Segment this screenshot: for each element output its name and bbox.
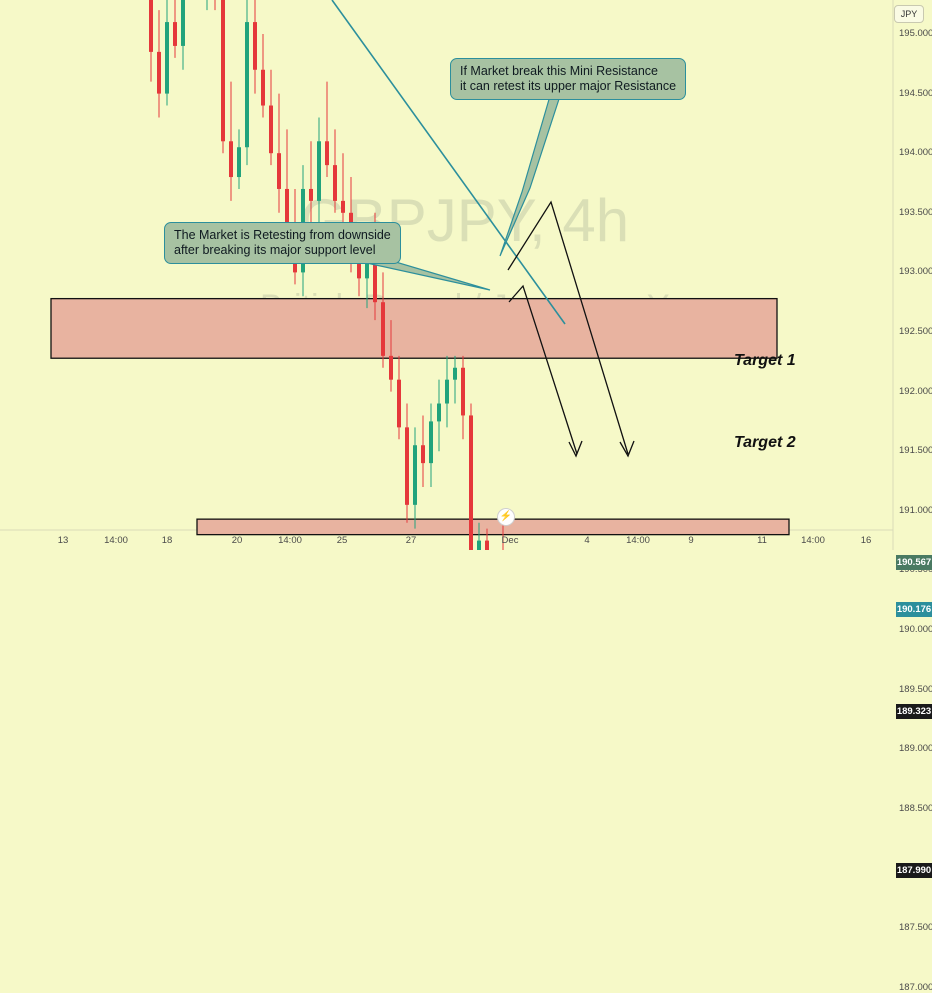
arrowhead-direct xyxy=(568,440,583,458)
candle-bear xyxy=(229,141,233,178)
y-tick-label: 194.500 xyxy=(899,87,932,99)
candle-bear xyxy=(285,188,289,225)
currency-button[interactable]: JPY xyxy=(894,5,924,23)
zone-mini-resistance xyxy=(196,518,790,536)
projection-path-retest xyxy=(507,200,629,455)
y-tick-label: 190.000 xyxy=(899,624,932,635)
candle-bear xyxy=(421,445,425,464)
y-tick-label: 193.500 xyxy=(899,206,932,218)
candle-bull xyxy=(437,403,441,422)
y-tick-label: 187.000 xyxy=(899,981,932,993)
chart-canvas xyxy=(0,0,894,550)
candle-bear xyxy=(277,153,281,189)
callout-left-line-2: after breaking its major support level xyxy=(174,243,376,257)
y-tick-label: 189.000 xyxy=(899,743,932,755)
x-tick-label: 14:00 xyxy=(801,535,825,546)
y-tick-label: 193.000 xyxy=(899,266,932,278)
candle-bear xyxy=(261,69,265,106)
callout-top-line-1: If Market break this Mini Resistance xyxy=(460,64,658,78)
candle-bear xyxy=(469,415,473,550)
callout-left-line-1: The Market is Retesting from downside xyxy=(174,228,391,242)
candle-bear xyxy=(173,22,177,46)
arrowhead-retest xyxy=(619,440,635,458)
y-tick-label: 189.500 xyxy=(899,683,932,695)
target-2-label: Target 2 xyxy=(734,434,796,451)
x-tick-label: 27 xyxy=(405,535,417,546)
candle-bull xyxy=(165,22,169,94)
candle-bear xyxy=(157,51,161,94)
callout-retesting: The Market is Retesting from downside af… xyxy=(164,222,401,264)
callout-top-line-2: it can retest its upper major Resistance xyxy=(460,79,677,93)
candle-bull xyxy=(245,22,249,148)
callout-mini-resistance: If Market break this Mini Resistance it … xyxy=(450,58,687,100)
y-tick-label: 192.500 xyxy=(899,326,932,337)
price-tag: 187.990 xyxy=(896,862,932,878)
candles-layer xyxy=(149,0,504,550)
y-tick-label: 191.500 xyxy=(899,445,932,457)
candle-bear xyxy=(221,0,225,142)
y-tick-label: 192.000 xyxy=(899,385,932,397)
projection-path-direct xyxy=(508,284,578,455)
x-tick-label: 13 xyxy=(57,535,69,546)
x-tick-label: 9 xyxy=(688,535,694,546)
x-tick-label: 18 xyxy=(161,535,173,546)
candle-bear xyxy=(397,379,401,428)
price-tag: 190.567 xyxy=(896,555,932,571)
x-tick-label: Dec xyxy=(501,535,519,546)
y-tick-label: 188.500 xyxy=(899,802,932,814)
zone-major-resistance xyxy=(50,297,778,359)
candle-bull xyxy=(181,0,185,46)
candle-bull xyxy=(317,141,321,201)
candle-bull xyxy=(429,421,433,464)
price-tag: 189.323 xyxy=(896,703,932,719)
trendline xyxy=(331,0,566,325)
x-tick-label: 25 xyxy=(336,535,348,546)
y-tick-label: 195.000 xyxy=(899,28,932,39)
candle-bull xyxy=(477,540,481,550)
candle-bear xyxy=(325,141,329,166)
y-tick-label: 187.500 xyxy=(899,922,932,933)
x-tick-label: 11 xyxy=(757,535,767,546)
candle-bear xyxy=(461,367,465,416)
candle-bull xyxy=(413,445,417,505)
zones-layer xyxy=(50,297,790,536)
candle-bear xyxy=(485,540,489,550)
x-tick-label: 14:00 xyxy=(626,535,650,546)
candle-bear xyxy=(373,236,377,303)
candle-bear xyxy=(269,105,273,154)
y-tick-label: 191.000 xyxy=(899,504,932,516)
candle-bear xyxy=(405,427,409,505)
x-tick-label: 4 xyxy=(584,535,590,546)
x-tick-label: 14:00 xyxy=(278,535,302,546)
candle-bear xyxy=(149,0,153,52)
candle-bear xyxy=(253,22,257,70)
candle-bear xyxy=(341,200,345,213)
y-tick-label: 194.000 xyxy=(899,147,932,159)
x-tick-label: 16 xyxy=(860,535,872,546)
tradingview-logo-icon[interactable]: ⚡ xyxy=(497,508,515,526)
x-tick-label: 20 xyxy=(231,535,243,546)
candle-bear xyxy=(309,188,313,201)
x-tick-label: 14:00 xyxy=(104,535,128,546)
candle-bull xyxy=(453,367,457,380)
candle-bear xyxy=(357,260,361,279)
candle-bull xyxy=(445,379,449,404)
callout-top-pointer xyxy=(499,95,561,257)
candle-bear xyxy=(381,302,385,356)
price-tag: 190.176 xyxy=(896,602,932,618)
candle-bull xyxy=(237,147,241,178)
candle-bear xyxy=(333,165,337,201)
target-1-label: Target 1 xyxy=(734,352,796,369)
candle-bear xyxy=(389,355,393,380)
